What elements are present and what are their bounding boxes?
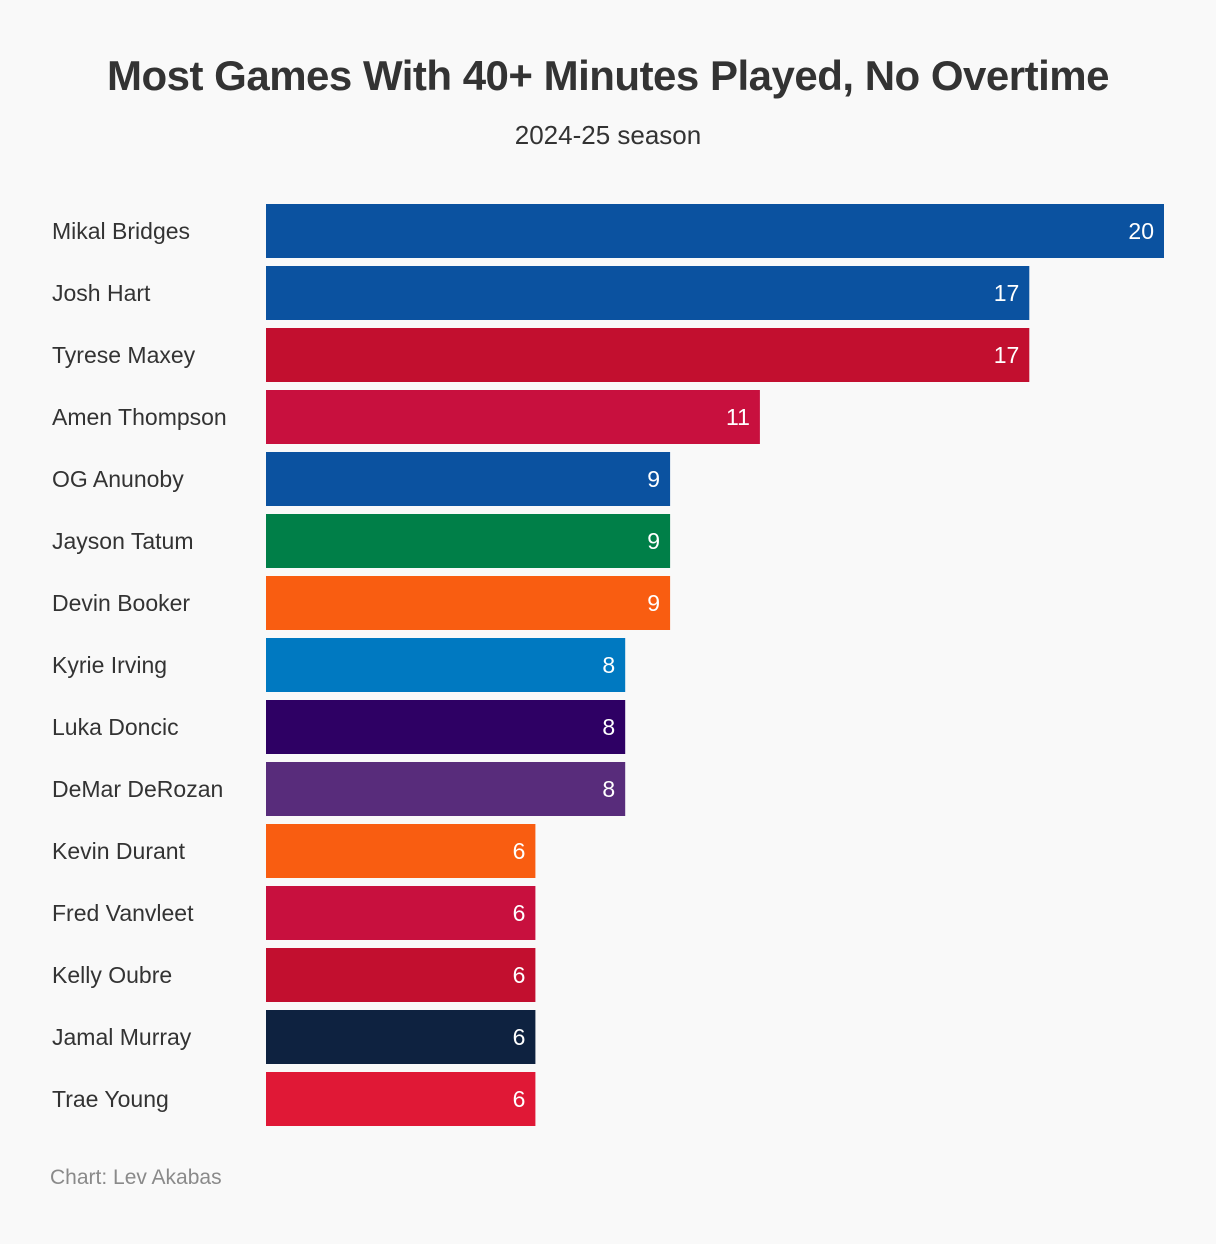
- bar-amen-thompson: [266, 390, 760, 444]
- bar-mikal-bridges: [266, 204, 1164, 258]
- bar-tyrese-maxey: [266, 328, 1030, 382]
- bar-fred-vanvleet: [266, 886, 536, 940]
- bar-kelly-oubre: [266, 948, 536, 1002]
- value-label-og-anunoby: 9: [647, 466, 660, 492]
- category-label-luka-doncic: Luka Doncic: [52, 714, 179, 740]
- bar-jayson-tatum: [266, 514, 671, 568]
- value-label-kyrie-irving: 8: [602, 652, 615, 678]
- value-label-amen-thompson: 11: [726, 404, 750, 430]
- chart-title: Most Games With 40+ Minutes Played, No O…: [107, 52, 1109, 99]
- category-label-devin-booker: Devin Booker: [52, 590, 190, 616]
- value-label-mikal-bridges: 20: [1128, 218, 1154, 244]
- category-label-tyrese-maxey: Tyrese Maxey: [52, 342, 196, 368]
- category-label-mikal-bridges: Mikal Bridges: [52, 218, 190, 244]
- category-label-kevin-durant: Kevin Durant: [52, 838, 186, 864]
- bar-luka-doncic: [266, 700, 626, 754]
- value-labels: 20 17 17 11 9 9 9 8 8 8 6 6 6 6 6: [513, 218, 1154, 1112]
- value-label-tyrese-maxey: 17: [994, 342, 1020, 368]
- category-label-og-anunoby: OG Anunoby: [52, 466, 184, 492]
- category-label-josh-hart: Josh Hart: [52, 280, 151, 306]
- value-label-kelly-oubre: 6: [513, 962, 526, 988]
- value-label-devin-booker: 9: [647, 590, 660, 616]
- bar-og-anunoby: [266, 452, 671, 506]
- bar-chart: Mikal Bridges Josh Hart Tyrese Maxey Amen T…: [52, 204, 1164, 1126]
- value-label-demar-derozan: 8: [602, 776, 615, 802]
- chart-credit: Chart: Lev Akabas: [50, 1166, 222, 1189]
- category-label-fred-vanvleet: Fred Vanvleet: [52, 900, 194, 926]
- value-label-jamal-murray: 6: [513, 1024, 526, 1050]
- bar-josh-hart: [266, 266, 1030, 320]
- bar-kevin-durant: [266, 824, 536, 878]
- value-label-josh-hart: 17: [994, 280, 1020, 306]
- category-label-trae-young: Trae Young: [52, 1086, 169, 1112]
- bar-jamal-murray: [266, 1010, 536, 1064]
- value-label-jayson-tatum: 9: [647, 528, 660, 554]
- value-label-fred-vanvleet: 6: [513, 900, 526, 926]
- category-label-jayson-tatum: Jayson Tatum: [52, 528, 193, 554]
- category-label-jamal-murray: Jamal Murray: [52, 1024, 192, 1050]
- category-labels: Mikal Bridges Josh Hart Tyrese Maxey Amen T…: [52, 218, 227, 1112]
- category-label-kyrie-irving: Kyrie Irving: [52, 652, 167, 678]
- category-label-amen-thompson: Amen Thompson: [52, 404, 227, 430]
- bar-devin-booker: [266, 576, 671, 630]
- category-label-kelly-oubre: Kelly Oubre: [52, 962, 172, 988]
- bar-kyrie-irving: [266, 638, 626, 692]
- value-label-kevin-durant: 6: [513, 838, 526, 864]
- category-label-demar-derozan: DeMar DeRozan: [52, 776, 223, 802]
- bar-trae-young: [266, 1072, 536, 1126]
- value-label-trae-young: 6: [513, 1086, 526, 1112]
- bar-demar-derozan: [266, 762, 626, 816]
- bars: [266, 204, 1164, 1126]
- value-label-luka-doncic: 8: [602, 714, 615, 740]
- chart-subtitle: 2024-25 season: [514, 120, 702, 150]
